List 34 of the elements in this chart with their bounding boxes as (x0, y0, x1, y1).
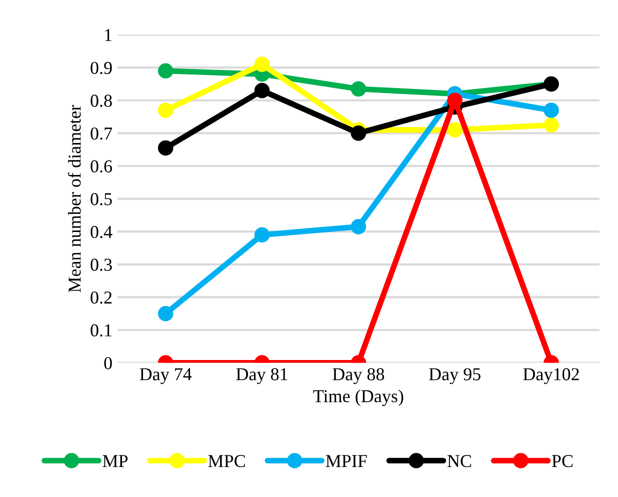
y-axis-title: Mean number of diameter (68, 104, 81, 292)
point (350, 126, 366, 141)
point (447, 92, 462, 108)
point (158, 140, 174, 156)
y-tick-label: 0.7 (90, 127, 112, 140)
y-tick-label: 0.4 (90, 226, 112, 238)
point (350, 81, 366, 97)
x-tick-label: Day 81 (236, 368, 288, 384)
point (158, 63, 174, 79)
legend-label: NC (447, 455, 472, 468)
point (544, 102, 559, 118)
y-tick-label: 0.2 (90, 291, 112, 304)
y-tick-label: 1 (105, 29, 112, 42)
legend-label: MPIF (326, 455, 367, 467)
legend-label: MP (102, 455, 128, 467)
y-tick-label: 0.9 (90, 62, 112, 74)
point (254, 82, 270, 98)
y-tick-label: 0.1 (90, 324, 112, 337)
x-tick-label: Day 74 (140, 368, 192, 384)
legend-label: PC (552, 455, 573, 468)
y-tick-label: 0.3 (90, 258, 112, 271)
y-tick-label: 0.6 (90, 160, 112, 173)
x-tick-label: Day 95 (429, 368, 480, 384)
x-tick-label: Day 88 (332, 368, 384, 384)
point (447, 122, 462, 138)
y-tick-label: 0.5 (90, 193, 112, 206)
point (158, 102, 174, 118)
y-tick-label: 0 (104, 357, 112, 370)
x-axis-title: Time (Days) (313, 390, 404, 406)
y-tick-label: 0.8 (90, 94, 112, 107)
x-tick-label: Day102 (523, 368, 579, 384)
point (544, 117, 559, 133)
point (254, 56, 270, 72)
legend-label: MPC (208, 455, 245, 468)
